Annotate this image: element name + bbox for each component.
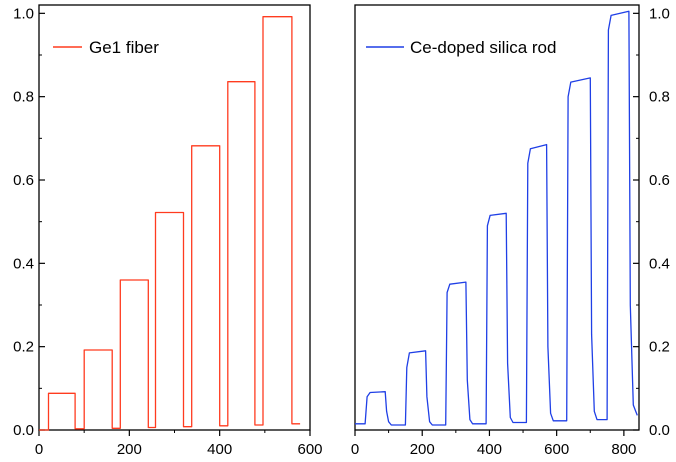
legend-label: Ge1 fiber [89,38,159,57]
plot-frame [38,4,311,431]
y-tick-label: 0.0 [649,422,670,439]
x-axis: 0 200 400 600 [35,430,323,458]
x-tick-label: 0 [351,441,359,458]
y-axis: 0.0 0.2 0.4 0.6 0.8 1.0 [633,5,670,439]
y-tick-label: 0.2 [649,339,670,356]
y-tick-label: 0.4 [649,255,670,272]
ce-doped-silica-rod-panel: 0.0 0.2 0.4 0.6 0.8 1.0 0 200 400 600 800 Ce-dope… [351,4,670,458]
x-tick-label: 600 [544,441,569,458]
y-tick-label: 0.4 [13,255,34,272]
x-tick-label: 0 [35,441,43,458]
x-tick-label: 200 [410,441,435,458]
x-tick-label: 400 [477,441,502,458]
y-tick-label: 0.6 [13,172,34,189]
y-axis: 0.0 0.2 0.4 0.6 0.8 1.0 [13,5,45,439]
y-tick-label: 1.0 [13,5,34,22]
y-tick-label: 0.0 [13,422,34,439]
x-tick-label: 800 [611,441,636,458]
y-tick-label: 1.0 [649,5,670,22]
series-layer [355,10,638,426]
y-tick-label: 0.8 [13,89,34,106]
x-tick-label: 200 [117,441,142,458]
y-tick-label: 0.6 [649,172,670,189]
ge1-fiber-panel: 0.0 0.2 0.4 0.6 0.8 1.0 0 200 400 600 Ge1 fiber [13,4,323,458]
x-tick-label: 600 [297,441,322,458]
y-tick-label: 0.8 [649,89,670,106]
x-tick-label: 400 [207,441,232,458]
series-layer [39,16,301,431]
plot-frame [354,4,640,431]
legend: Ce-doped silica rod [366,38,556,57]
x-axis: 0 200 400 600 800 [351,430,636,458]
series-line [355,10,638,426]
legend: Ge1 fiber [53,38,159,57]
y-tick-label: 0.2 [13,339,34,356]
legend-label: Ce-doped silica rod [410,38,556,57]
series-line [39,16,301,431]
